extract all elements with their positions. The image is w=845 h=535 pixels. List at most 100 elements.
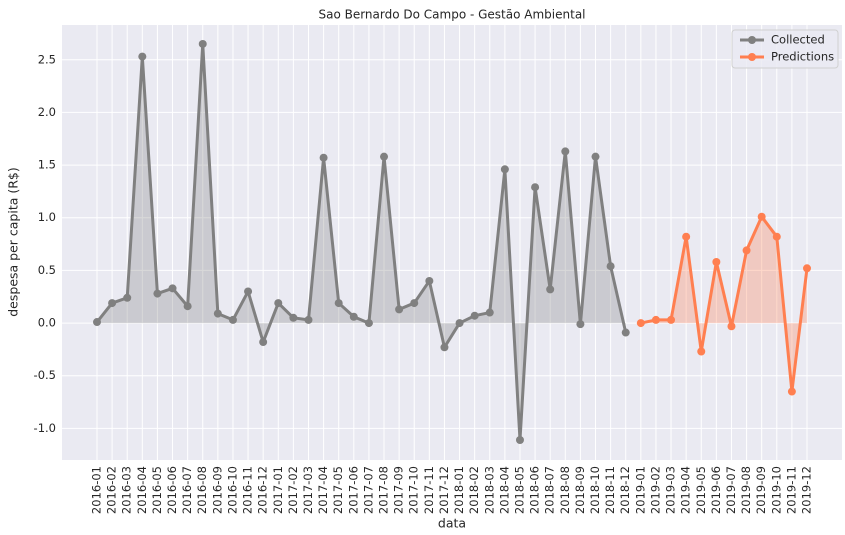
x-tick-label: 2018-02 [467, 466, 481, 514]
x-tick-label: 2018-06 [528, 466, 542, 514]
x-tick-label: 2018-10 [588, 466, 602, 514]
x-tick-label: 2016-07 [180, 466, 194, 514]
point [213, 309, 222, 318]
point [259, 338, 268, 347]
point [606, 262, 615, 271]
x-tick-label: 2019-06 [709, 466, 723, 514]
legend-marker [748, 53, 756, 61]
x-tick-label: 2019-04 [679, 466, 693, 514]
point [787, 387, 796, 396]
point [183, 302, 192, 311]
x-tick-label: 2017-02 [286, 466, 300, 514]
point [500, 165, 509, 174]
y-tick-label: -1.0 [34, 421, 56, 435]
y-tick-label: 1.5 [38, 158, 56, 172]
point [470, 311, 479, 320]
point [455, 319, 464, 328]
point [289, 313, 298, 322]
point [93, 318, 101, 327]
point [319, 153, 328, 162]
point [123, 293, 132, 302]
point [667, 315, 676, 324]
y-tick-label: -0.5 [34, 368, 56, 382]
x-tick-label: 2018-03 [482, 466, 496, 514]
point [153, 289, 162, 298]
point [742, 246, 751, 255]
x-tick-label: 2016-02 [105, 466, 119, 514]
x-tick-label: 2019-02 [648, 466, 662, 514]
x-tick-label: 2017-12 [437, 466, 451, 514]
point [349, 312, 358, 321]
x-tick-label: 2017-03 [301, 466, 315, 514]
x-tick-label: 2018-04 [497, 466, 511, 514]
area-fill [97, 43, 626, 440]
x-tick-label: 2016-08 [195, 466, 209, 514]
x-tick-label: 2016-03 [120, 466, 134, 514]
point [682, 232, 691, 241]
point [531, 183, 540, 192]
x-tick-label: 2017-10 [407, 466, 421, 514]
x-tick-label: 2017-07 [361, 466, 375, 514]
x-tick-label: 2019-12 [800, 466, 814, 514]
point [621, 328, 630, 337]
x-tick-label: 2016-12 [256, 466, 270, 514]
y-tick-label: 0.5 [38, 263, 56, 277]
x-tick-label: 2016-10 [225, 466, 239, 514]
x-tick-label: 2016-06 [165, 466, 179, 514]
x-tick-label: 2016-09 [210, 466, 224, 514]
x-tick-label: 2017-09 [392, 466, 406, 514]
y-tick-label: 2.5 [38, 52, 56, 66]
x-tick-label: 2017-05 [331, 466, 345, 514]
point [244, 287, 253, 296]
point [636, 319, 645, 328]
point [440, 343, 449, 352]
point [697, 347, 706, 356]
x-tick-label: 2018-08 [558, 466, 572, 514]
x-tick-label: 2018-12 [618, 466, 632, 514]
x-tick-label: 2016-04 [135, 466, 149, 514]
point [274, 299, 283, 308]
x-tick-label: 2019-07 [724, 466, 738, 514]
point [757, 212, 766, 221]
point [561, 147, 570, 156]
x-tick-label: 2019-11 [784, 466, 798, 514]
x-tick-label: 2019-03 [664, 466, 678, 514]
point [485, 308, 494, 317]
x-tick-label: 2018-09 [573, 466, 587, 514]
y-tick-label: 2.0 [38, 105, 56, 119]
point [546, 285, 555, 294]
point [576, 320, 585, 329]
point [304, 315, 313, 324]
point [772, 232, 781, 241]
x-tick-label: 2017-06 [346, 466, 360, 514]
x-tick-label: 2017-01 [271, 466, 285, 514]
x-tick-label: 2019-01 [633, 466, 647, 514]
point [198, 39, 207, 48]
point [168, 284, 177, 293]
x-tick-label: 2016-05 [150, 466, 164, 514]
x-tick-label: 2019-09 [754, 466, 768, 514]
x-tick-label: 2018-11 [603, 466, 617, 514]
x-tick-label: 2017-08 [377, 466, 391, 514]
x-tick-label: 2018-05 [512, 466, 526, 514]
legend-marker [748, 36, 756, 44]
point [410, 299, 419, 308]
point [380, 152, 389, 161]
point [364, 319, 373, 328]
x-tick-label: 2019-08 [739, 466, 753, 514]
x-tick-label: 2019-05 [694, 466, 708, 514]
point [515, 435, 524, 444]
x-tick-label: 2016-01 [90, 466, 104, 514]
point [591, 152, 600, 161]
x-tick-label: 2018-01 [452, 466, 466, 514]
x-tick-label: 2018-07 [543, 466, 557, 514]
point [334, 299, 343, 308]
y-tick-label: 1.0 [38, 210, 56, 224]
x-tick-label: 2017-11 [422, 466, 436, 514]
chart-title: Sao Bernardo Do Campo - Gestão Ambiental [318, 8, 585, 22]
point [651, 315, 660, 324]
point [803, 264, 811, 273]
x-tick-label: 2017-04 [316, 466, 330, 514]
point [425, 276, 434, 285]
